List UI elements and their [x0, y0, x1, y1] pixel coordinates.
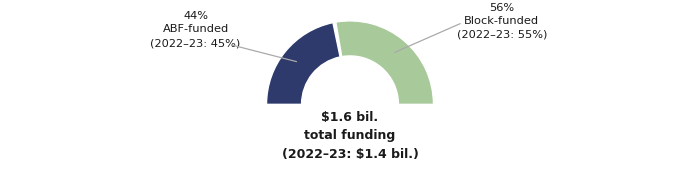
Text: total funding: total funding [304, 129, 395, 142]
Text: (2022–23: $1.4 bil.): (2022–23: $1.4 bil.) [281, 148, 419, 161]
Wedge shape [267, 23, 340, 104]
Text: 44%
ABF-funded
(2022–23: 45%): 44% ABF-funded (2022–23: 45%) [150, 11, 241, 48]
Wedge shape [336, 21, 433, 104]
Text: 56%
Block-funded
(2022–23: 55%): 56% Block-funded (2022–23: 55%) [456, 2, 547, 40]
Text: $1.6 bil.: $1.6 bil. [321, 111, 379, 124]
